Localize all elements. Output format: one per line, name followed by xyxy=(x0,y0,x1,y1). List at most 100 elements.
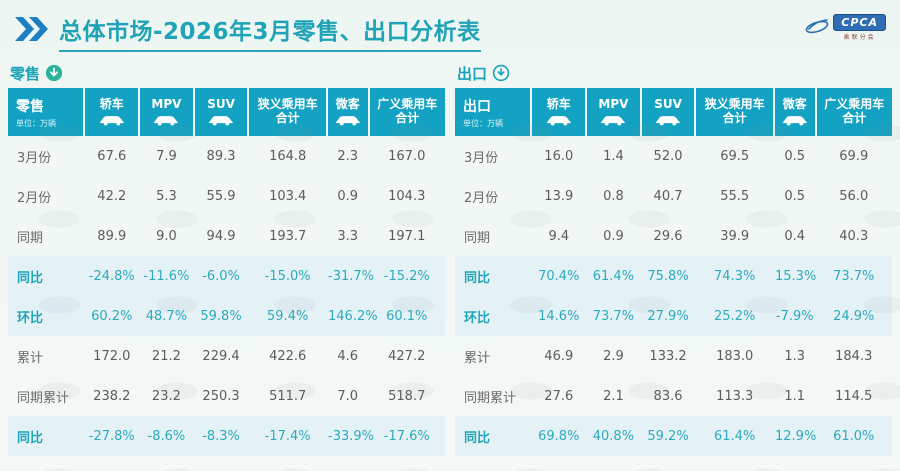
data-cell: 1.4 xyxy=(603,148,624,164)
col-header: 轿车 xyxy=(83,88,140,136)
table-row: 环比 60.2% 48.7% 59.8% 59.4% 146.2% 60.1% xyxy=(8,296,445,336)
data-cell: 104.3 xyxy=(388,188,426,204)
col-header-label: 狭义乘用车 合计 xyxy=(704,97,765,125)
col-header: 广义乘用车 合计 xyxy=(367,88,445,136)
row-label: 同比 xyxy=(8,416,85,456)
data-cell: 183.0 xyxy=(716,348,754,364)
data-cell: 69.9 xyxy=(839,148,869,164)
cpca-logo: CPCA 乘联分会 xyxy=(803,14,886,41)
table-row: 同期 9.4 0.9 29.6 39.9 0.4 40.3 xyxy=(455,216,892,256)
data-cell: -17.4% xyxy=(248,416,327,456)
col-header-label: MPV xyxy=(151,97,182,112)
data-cell: 23.2 xyxy=(151,388,181,404)
export-section-head: 出口 xyxy=(455,58,892,88)
data-cell: 60.2% xyxy=(84,296,140,336)
data-cell: 16.0 xyxy=(544,148,574,164)
data-cell: 238.2 xyxy=(93,388,131,404)
table-row: 同期累计 238.2 23.2 250.3 511.7 7.0 518.7 xyxy=(8,376,445,416)
col-header: SUV xyxy=(192,88,249,136)
col-header-label: 微客 xyxy=(782,97,807,112)
row-label: 3月份 xyxy=(464,150,499,166)
data-cell: 0.5 xyxy=(784,188,806,204)
van-icon xyxy=(782,116,807,126)
data-cell: 40.7 xyxy=(653,188,683,204)
table-row: 同比 69.8% 40.8% 59.2% 61.4% 12.9% 61.0% xyxy=(455,416,892,456)
col-header-label: SUV xyxy=(654,97,682,112)
cpca-logo-text: CPCA xyxy=(833,14,886,32)
sedan-icon xyxy=(99,116,124,126)
data-cell: 75.8% xyxy=(640,256,696,296)
col-header-label: 狭义乘用车 合计 xyxy=(257,97,318,125)
data-cell: 61.0% xyxy=(815,416,892,456)
table-row: 环比 14.6% 73.7% 27.9% 25.2% -7.9% 24.9% xyxy=(455,296,892,336)
mpv-icon xyxy=(601,116,626,126)
data-cell: -8.3% xyxy=(193,416,249,456)
data-cell: 52.0 xyxy=(653,148,683,164)
corner-header: 出口 单位：万辆 xyxy=(455,88,532,136)
data-cell: 197.1 xyxy=(388,228,426,244)
data-cell: 113.3 xyxy=(716,388,754,404)
data-cell: 29.6 xyxy=(653,228,683,244)
data-cell: 133.2 xyxy=(649,348,687,364)
data-cell: 4.6 xyxy=(337,348,359,364)
col-header-label: 广义乘用车 合计 xyxy=(377,97,438,125)
data-cell: 5.3 xyxy=(156,188,177,204)
data-cell: 229.4 xyxy=(202,348,240,364)
data-cell: 0.8 xyxy=(603,188,624,204)
data-cell: 59.8% xyxy=(193,296,249,336)
data-cell: 164.8 xyxy=(269,148,307,164)
download-circle-outline-icon xyxy=(492,64,510,82)
data-cell: 7.0 xyxy=(337,388,359,404)
col-header: 狭义乘用车 合计 xyxy=(247,88,327,136)
data-cell: 55.5 xyxy=(720,188,750,204)
data-cell: 9.0 xyxy=(156,228,177,244)
col-header-label: 轿车 xyxy=(99,97,124,112)
data-cell: 69.5 xyxy=(720,148,750,164)
table-row: 同比 -27.8% -8.6% -8.3% -17.4% -33.9% -17.6% xyxy=(8,416,445,456)
col-header: 微客 xyxy=(326,88,369,136)
col-header-label: 微客 xyxy=(335,97,360,112)
col-header-label: 轿车 xyxy=(546,97,571,112)
data-cell: 172.0 xyxy=(93,348,131,364)
col-header-label: MPV xyxy=(598,97,629,112)
data-cell: 40.3 xyxy=(839,228,869,244)
data-cell: 27.9% xyxy=(640,296,696,336)
data-cell: 3.3 xyxy=(337,228,359,244)
data-cell: 61.4% xyxy=(586,256,641,296)
suv-icon xyxy=(656,116,680,126)
data-cell: 422.6 xyxy=(269,348,307,364)
data-cell: 74.3% xyxy=(695,256,774,296)
col-header-label: 广义乘用车 合计 xyxy=(824,97,885,125)
data-cell: 146.2% xyxy=(327,296,378,336)
data-cell: -7.9% xyxy=(774,296,816,336)
row-label: 同期累计 xyxy=(17,390,70,406)
col-header: MPV xyxy=(585,88,641,136)
data-cell: 184.3 xyxy=(835,348,873,364)
data-cell: 21.2 xyxy=(151,348,181,364)
row-label: 2月份 xyxy=(464,190,499,206)
corner-label: 出口 xyxy=(463,98,491,115)
row-label: 同期 xyxy=(464,230,491,246)
data-cell: 69.8% xyxy=(531,416,587,456)
row-label: 累计 xyxy=(17,350,44,366)
data-cell: 0.9 xyxy=(603,228,624,244)
data-cell: 94.9 xyxy=(206,228,236,244)
data-cell: 2.3 xyxy=(337,148,359,164)
table-row: 3月份 16.0 1.4 52.0 69.5 0.5 69.9 xyxy=(455,136,892,176)
data-cell: 70.4% xyxy=(531,256,587,296)
data-cell: 55.9 xyxy=(206,188,236,204)
data-cell: 27.6 xyxy=(544,388,574,404)
data-cell: 1.1 xyxy=(784,388,806,404)
data-cell: 67.6 xyxy=(97,148,127,164)
data-cell: 24.9% xyxy=(815,296,892,336)
data-cell: 15.3% xyxy=(774,256,816,296)
data-cell: -31.7% xyxy=(327,256,374,296)
data-cell: 89.3 xyxy=(206,148,236,164)
retail-section-label: 零售 xyxy=(10,64,41,83)
tables-area: 零售 零售 单位：万辆 轿车 MPV SUV 狭义乘用车 合计 微客 广义乘用车 合计 3月份 67.… xyxy=(0,58,900,456)
data-cell: -8.6% xyxy=(139,416,194,456)
data-cell: 40.8% xyxy=(586,416,641,456)
cpca-swoosh-icon xyxy=(803,16,831,40)
data-cell: 73.7% xyxy=(815,256,892,296)
